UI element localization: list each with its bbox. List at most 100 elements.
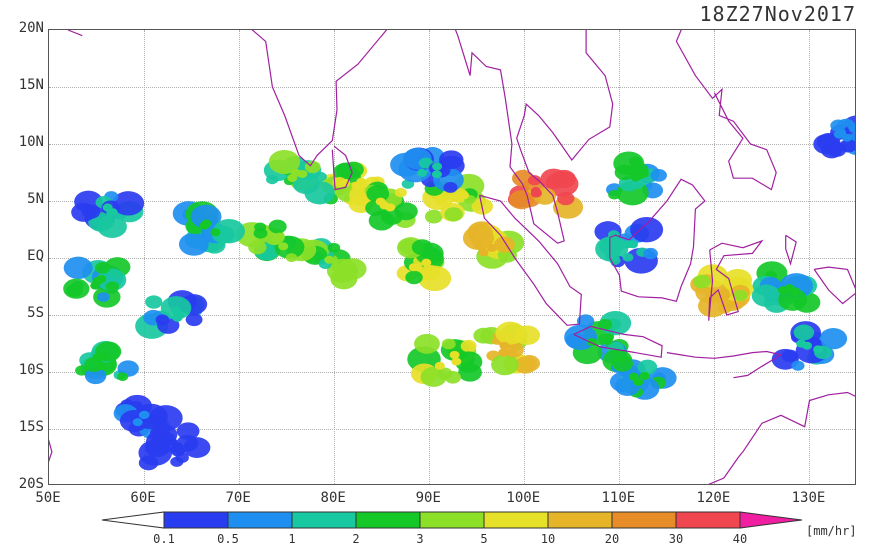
coastline: [742, 391, 855, 453]
precip-core: [408, 263, 419, 272]
coastline: [675, 30, 777, 191]
precip-core: [802, 341, 813, 350]
lon-tick-label: 90E: [415, 490, 441, 506]
coastline: [708, 239, 764, 321]
precip-patch: [444, 207, 463, 222]
lon-tick-label: 70E: [225, 490, 251, 506]
precip-patch: [190, 204, 222, 229]
precip-patch: [411, 239, 433, 256]
precip-patch: [491, 354, 519, 376]
precip-patch: [394, 202, 418, 221]
precip-core: [138, 410, 149, 419]
precip-patch: [527, 175, 542, 186]
coastline: [666, 350, 783, 379]
precip-core: [813, 345, 824, 354]
precip-cell: [407, 333, 483, 387]
precip-patch: [420, 366, 447, 387]
precip-patch: [292, 173, 320, 195]
precip-cell: [75, 340, 139, 385]
precip-core: [167, 437, 178, 446]
coastline: [813, 266, 855, 305]
lon-tick-label: 50E: [35, 490, 61, 506]
precip-core: [92, 353, 103, 362]
precip-patch: [248, 240, 267, 255]
precip-cell: [63, 256, 131, 308]
gridline-lon: [144, 30, 146, 484]
precip-patch: [793, 324, 815, 341]
precip-patch: [145, 295, 163, 309]
gridline-lat: [49, 258, 855, 259]
precip-patch: [268, 149, 301, 175]
coastline: [49, 439, 53, 463]
precip-patch: [462, 226, 495, 251]
precip-core: [132, 418, 143, 427]
precip-core: [99, 352, 110, 361]
precip-cell: [751, 261, 821, 313]
precip-core: [379, 201, 390, 210]
colorbar-segment: [163, 511, 229, 529]
precip-patch: [266, 174, 279, 185]
precip-patch: [850, 123, 855, 134]
precip-patch: [460, 339, 477, 353]
precip-patch: [540, 168, 567, 189]
lon-tick-label: 80E: [320, 490, 346, 506]
precip-core: [777, 286, 788, 295]
precip-patch: [97, 215, 127, 239]
coastline: [708, 451, 744, 484]
colorbar-tick-label: 0.5: [217, 532, 239, 546]
precip-cell: [135, 290, 208, 339]
gridline-lat: [49, 429, 855, 430]
precip-core: [434, 361, 445, 370]
precip-core: [421, 258, 432, 267]
precip-cell: [348, 181, 418, 231]
precip-patch: [327, 242, 341, 253]
precip-patch: [81, 204, 101, 219]
precip-cell: [396, 237, 452, 292]
precip-patch: [149, 426, 169, 441]
colorbar-high-arrow: [739, 511, 803, 529]
precip-cell: [390, 147, 465, 193]
lat-tick-label: 20N: [18, 20, 44, 36]
precip-cell: [507, 168, 584, 219]
colorbar-tick-label: 0.1: [153, 532, 175, 546]
lat-tick-label: EQ: [27, 248, 44, 264]
precip-patch: [97, 292, 110, 302]
colorbar-segment: [227, 511, 293, 529]
precip-patch: [473, 327, 494, 344]
colorbar-tick-label: 1: [288, 532, 296, 546]
precip-patch: [821, 142, 843, 159]
precip-core: [432, 162, 443, 171]
gridline-lon: [524, 30, 526, 484]
precip-patch: [414, 333, 440, 354]
precip-patch: [75, 365, 89, 376]
precip-core: [486, 243, 497, 252]
precip-cell: [813, 115, 855, 159]
precip-core: [499, 341, 510, 350]
precip-patch: [781, 349, 799, 363]
colorbar-segment: [355, 511, 421, 529]
precip-patch: [366, 185, 390, 203]
lat-tick-label: 10S: [18, 362, 44, 378]
precip-patch: [791, 360, 805, 371]
precip-cell: [606, 151, 667, 206]
coastline: [609, 178, 706, 303]
precip-patch: [394, 187, 407, 198]
precip-cell: [71, 190, 145, 239]
gridline-lat: [49, 144, 855, 145]
precip-patch: [514, 356, 537, 374]
precip-core: [638, 169, 649, 178]
colorbar-segment: [611, 511, 677, 529]
precip-patch: [155, 314, 170, 326]
colorbar-tick-label: 10: [540, 532, 556, 546]
lon-tick-label: 100E: [506, 490, 541, 506]
precip-patch: [778, 288, 808, 311]
precip-core: [449, 350, 460, 359]
precip-patch: [336, 162, 356, 177]
precip-patch: [63, 256, 93, 280]
lat-tick-label: 10N: [18, 134, 44, 150]
precip-core: [173, 311, 184, 320]
precip-patch: [512, 169, 534, 187]
gridline-lon: [239, 30, 241, 484]
coastline: [785, 234, 797, 266]
